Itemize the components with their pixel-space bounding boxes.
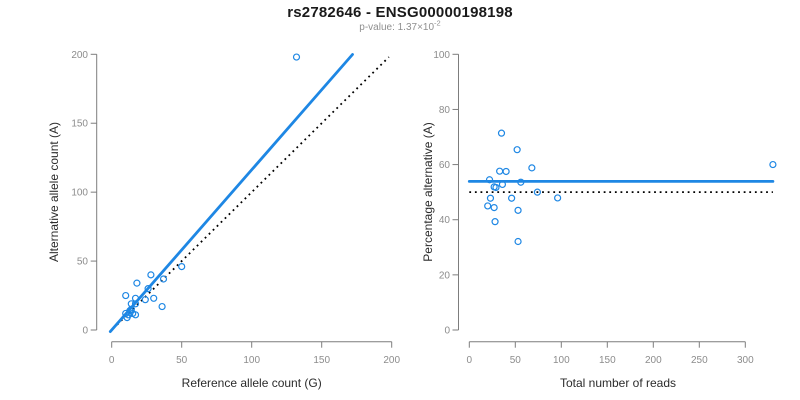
x-tick-label: 150 xyxy=(599,355,616,366)
data-point xyxy=(513,146,521,154)
x-tick-label: 300 xyxy=(737,355,754,366)
data-point xyxy=(514,206,522,214)
y-tick-label: 40 xyxy=(439,215,451,226)
data-point xyxy=(485,176,494,184)
x-tick-label: 200 xyxy=(645,355,662,366)
data-point xyxy=(491,218,499,226)
y-tick-label: 80 xyxy=(439,105,451,116)
chart-header: rs2782646 - ENSG00000198198 p-value: 1.3… xyxy=(0,4,800,34)
p-value-exponent: -2 xyxy=(434,18,441,28)
y-tick-label: 100 xyxy=(433,50,450,61)
y-tick-label: 50 xyxy=(77,257,89,268)
data-point xyxy=(496,167,504,175)
data-point xyxy=(497,129,506,137)
panel-percentage-vs-reads: 0 20 40 60 80 100 0 50 100 150 200 250 300 Total numb… xyxy=(421,50,777,390)
data-point xyxy=(292,53,301,61)
data-point xyxy=(533,188,541,196)
data-point xyxy=(508,194,516,202)
y-tick-label: 60 xyxy=(439,160,451,171)
x-tick-label: 100 xyxy=(243,355,260,366)
y-tick-label: 20 xyxy=(439,270,451,281)
data-point xyxy=(490,203,498,212)
data-point xyxy=(769,160,777,169)
x-tick-label: 50 xyxy=(176,355,188,366)
y-tick-label: 0 xyxy=(444,326,450,337)
x-axis-title: Total number of reads xyxy=(560,376,676,390)
page-title: rs2782646 - ENSG00000198198 xyxy=(287,4,513,21)
y-tick-label: 200 xyxy=(71,50,88,61)
x-tick-label: 200 xyxy=(383,355,400,366)
x-tick-label: 0 xyxy=(109,355,115,366)
x-tick-label: 0 xyxy=(467,355,473,366)
y-tick-label: 150 xyxy=(71,119,88,130)
data-point xyxy=(141,296,149,304)
y-axis-title: Percentage alternative (A) xyxy=(421,122,435,261)
data-point xyxy=(502,167,510,176)
data-point xyxy=(127,305,135,313)
data-point xyxy=(178,262,186,271)
data-point xyxy=(492,183,500,192)
data-point xyxy=(158,302,166,311)
data-point xyxy=(150,294,158,302)
y-axis-title: Alternative allele count (A) xyxy=(47,122,61,262)
data-point xyxy=(131,300,140,308)
y-tick-label: 0 xyxy=(82,326,88,337)
data-point xyxy=(517,178,525,186)
data-point xyxy=(528,164,536,172)
x-axis-title: Reference allele count (G) xyxy=(182,376,322,390)
x-tick-label: 250 xyxy=(691,355,708,366)
data-point xyxy=(554,194,562,202)
data-point xyxy=(484,202,492,210)
p-value-subtitle: p-value: 1.37×10-2 xyxy=(0,18,800,34)
data-point xyxy=(133,279,141,287)
y-tick-label: 100 xyxy=(71,188,88,199)
panel-allele-counts: 0 50 100 150 200 0 50 100 150 200 Reference allele… xyxy=(47,50,400,390)
regression-line xyxy=(108,53,354,334)
x-tick-label: 100 xyxy=(553,355,570,366)
data-point xyxy=(144,285,152,293)
data-point xyxy=(122,291,130,300)
x-tick-label: 50 xyxy=(510,355,522,366)
identity-line xyxy=(112,56,390,330)
data-point xyxy=(498,180,507,189)
p-value-text: p-value: 1.37×10 xyxy=(359,22,435,33)
data-point xyxy=(131,311,140,319)
data-point xyxy=(159,275,168,283)
data-point xyxy=(514,237,522,246)
data-point xyxy=(486,194,495,202)
data-point xyxy=(123,313,131,322)
data-point xyxy=(147,271,155,279)
x-tick-label: 150 xyxy=(313,355,330,366)
